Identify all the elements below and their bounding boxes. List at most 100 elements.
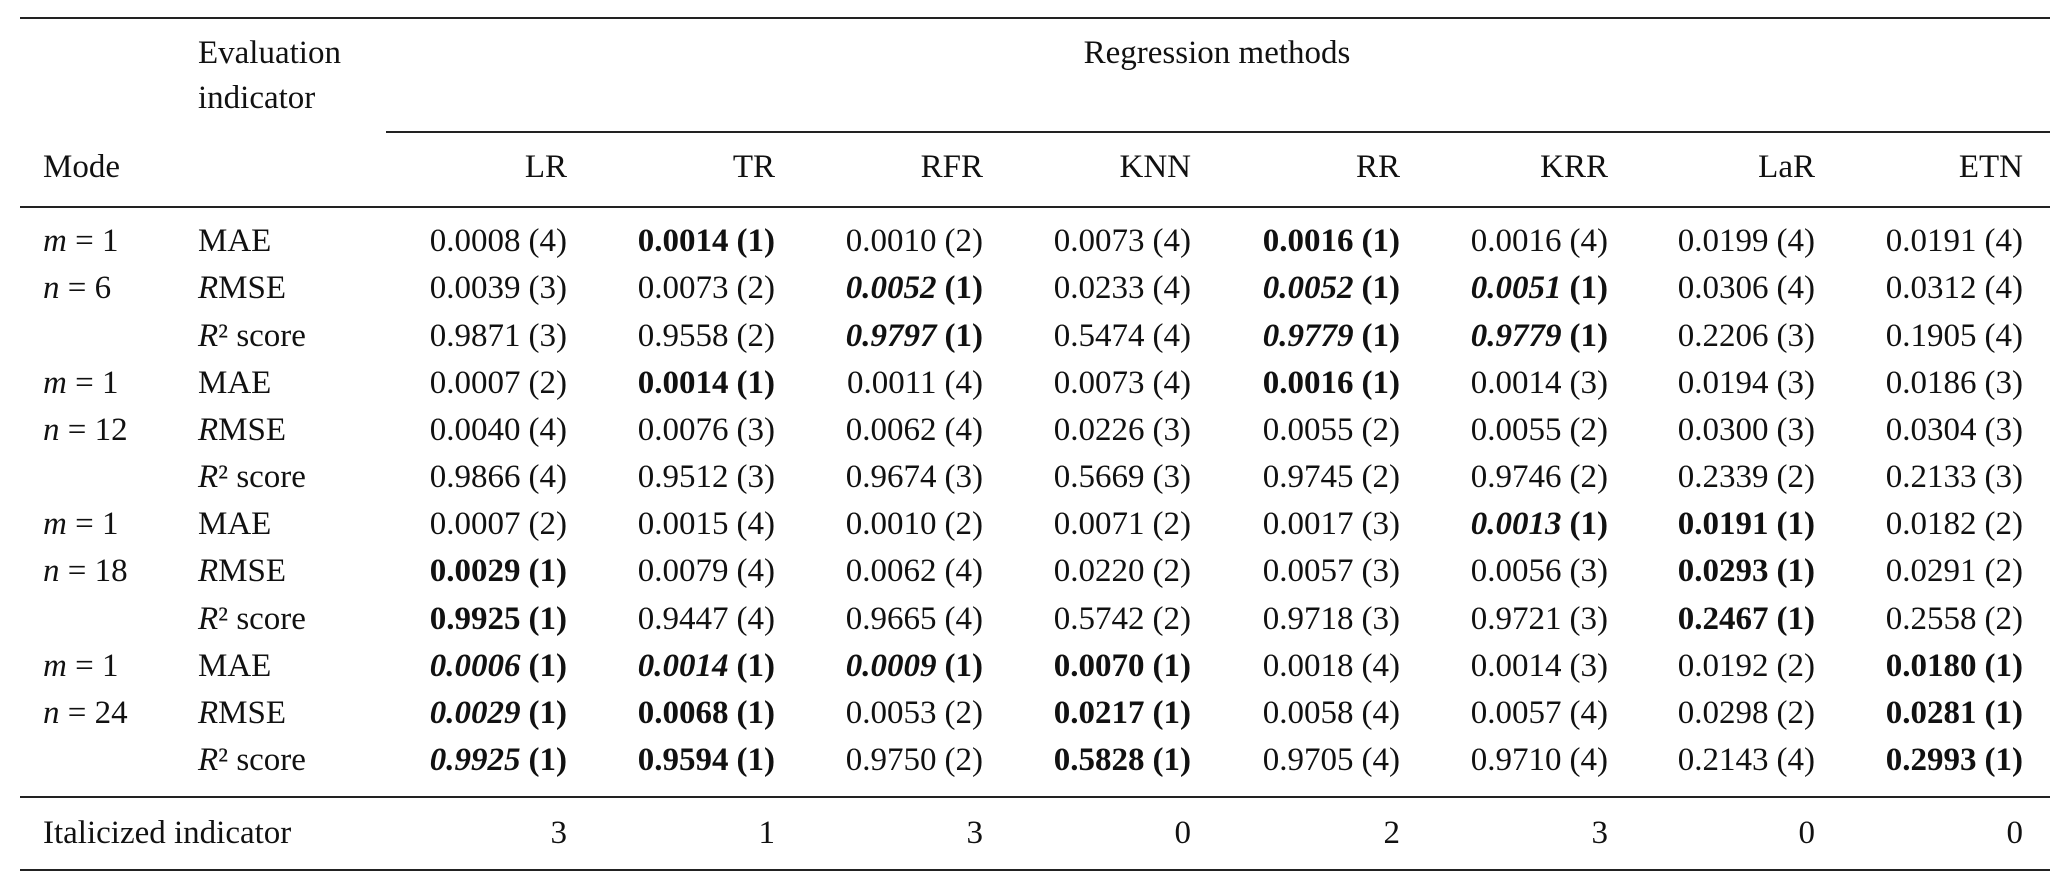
value-text: 0.0014 xyxy=(1470,647,1562,684)
value-text: 0.0053 xyxy=(845,695,937,732)
value-cell: 0.9447 (4) xyxy=(638,597,775,641)
rank-text: (4) xyxy=(736,600,775,637)
value-text: 0.9512 xyxy=(637,459,729,496)
rank-text: (1) xyxy=(1152,742,1191,779)
value-cell: 0.2558 (2) xyxy=(1886,597,2023,641)
rank-text: (4) xyxy=(1984,317,2023,354)
footer-count: 1 xyxy=(758,814,776,851)
value-cell: 0.0217 (1) xyxy=(1054,691,1191,735)
value-text: 0.9779 xyxy=(1470,317,1562,354)
value-cell: 0.0199 (4) xyxy=(1678,219,1815,263)
indicator-cell: RMSE xyxy=(198,408,286,452)
rank-text: (4) xyxy=(528,411,567,448)
rank-text: (2) xyxy=(1152,600,1191,637)
value-text: 0.0180 xyxy=(1885,647,1977,684)
value-text: 0.0192 xyxy=(1677,647,1769,684)
value-text: 0.9710 xyxy=(1470,742,1562,779)
value-text: 0.0293 xyxy=(1677,553,1769,590)
indicator-cell: RMSE xyxy=(198,549,286,593)
rank-text: (4) xyxy=(1152,223,1191,260)
rank-text: (4) xyxy=(1776,270,1815,307)
footer-count: 2 xyxy=(1383,814,1401,851)
value-text: 0.0010 xyxy=(845,223,937,260)
rank-text: (4) xyxy=(1152,270,1191,307)
value-text: 0.0015 xyxy=(637,506,729,543)
value-cell: 0.0298 (2) xyxy=(1678,691,1815,735)
value-cell: 0.9779 (1) xyxy=(1263,314,1400,358)
rank-text: (1) xyxy=(944,317,983,354)
value-text: 0.0291 xyxy=(1885,553,1977,590)
rank-text: (2) xyxy=(944,742,983,779)
value-text: 0.9746 xyxy=(1470,459,1562,496)
value-text: 0.9721 xyxy=(1470,600,1562,637)
value-text: 0.0073 xyxy=(1053,364,1145,401)
value-text: 0.5742 xyxy=(1053,600,1145,637)
value-cell: 0.9750 (2) xyxy=(846,738,983,782)
group-rule xyxy=(386,131,2050,133)
rank-text: (1) xyxy=(1361,223,1400,260)
value-text: 0.0058 xyxy=(1262,695,1354,732)
rank-text: (3) xyxy=(1569,553,1608,590)
indicator-text: MAE xyxy=(198,506,272,543)
value-cell: 0.0018 (4) xyxy=(1263,644,1400,688)
value-cell: 0.0052 (1) xyxy=(846,266,983,310)
value-cell: 0.0053 (2) xyxy=(846,691,983,735)
value-cell: 0.0039 (3) xyxy=(430,266,567,310)
value-cell: 0.0057 (4) xyxy=(1471,691,1608,735)
value-cell: 0.9797 (1) xyxy=(846,314,983,358)
value-cell: 0.0291 (2) xyxy=(1886,549,2023,593)
rank-text: (4) xyxy=(1776,742,1815,779)
rank-text: (3) xyxy=(1776,317,1815,354)
value-cell: 0.0014 (3) xyxy=(1471,361,1608,405)
indicator-cell: MAE xyxy=(198,644,271,688)
value-text: 0.0191 xyxy=(1677,506,1769,543)
indicator-cell: MAE xyxy=(198,219,271,263)
value-cell: 0.0014 (1) xyxy=(638,644,775,688)
value-cell: 0.0281 (1) xyxy=(1886,691,2023,735)
value-text: 0.0029 xyxy=(429,695,521,732)
mode-text: n = 6 xyxy=(43,270,112,307)
value-cell: 0.0058 (4) xyxy=(1263,691,1400,735)
rank-text: (3) xyxy=(1152,411,1191,448)
value-text: 0.2133 xyxy=(1885,459,1977,496)
rank-text: (2) xyxy=(1152,553,1191,590)
footer-rule xyxy=(20,796,2050,798)
value-cell: 0.0070 (1) xyxy=(1054,644,1191,688)
value-text: 0.1905 xyxy=(1885,317,1977,354)
value-text: 0.0182 xyxy=(1885,506,1977,543)
rank-text: (2) xyxy=(528,364,567,401)
mode-text: m = 1 xyxy=(43,223,119,260)
footer-count: 3 xyxy=(550,814,568,851)
value-text: 0.2339 xyxy=(1677,459,1769,496)
value-text: 0.0186 xyxy=(1885,364,1977,401)
rank-text: (4) xyxy=(1569,742,1608,779)
value-cell: 0.0010 (2) xyxy=(846,219,983,263)
footer-label: Italicized indicator xyxy=(43,814,292,851)
value-text: 0.0071 xyxy=(1053,506,1145,543)
rank-text: (2) xyxy=(1776,695,1815,732)
value-text: 0.0073 xyxy=(637,270,729,307)
value-cell: 0.0016 (4) xyxy=(1471,219,1608,263)
value-text: 0.0006 xyxy=(429,647,521,684)
rank-text: (1) xyxy=(1569,506,1608,543)
rank-text: (4) xyxy=(1569,223,1608,260)
rank-text: (1) xyxy=(1984,695,2023,732)
rank-text: (1) xyxy=(944,647,983,684)
rank-text: (1) xyxy=(1776,506,1815,543)
rank-text: (1) xyxy=(1984,742,2023,779)
rank-text: (4) xyxy=(736,553,775,590)
value-text: 0.0062 xyxy=(845,411,937,448)
value-cell: 0.0052 (1) xyxy=(1263,266,1400,310)
value-cell: 0.0015 (4) xyxy=(638,502,775,546)
value-cell: 0.0010 (2) xyxy=(846,502,983,546)
value-text: 0.0013 xyxy=(1470,506,1562,543)
value-cell: 0.0008 (4) xyxy=(430,219,567,263)
value-text: 0.9705 xyxy=(1262,742,1354,779)
value-cell: 0.2143 (4) xyxy=(1678,738,1815,782)
rank-text: (2) xyxy=(1984,506,2023,543)
indicator-text: MAE xyxy=(198,364,272,401)
value-cell: 0.0014 (1) xyxy=(638,361,775,405)
indicator-cell: R² score xyxy=(198,314,306,358)
indicator-cell: RMSE xyxy=(198,691,286,735)
value-cell: 0.0014 (1) xyxy=(638,219,775,263)
